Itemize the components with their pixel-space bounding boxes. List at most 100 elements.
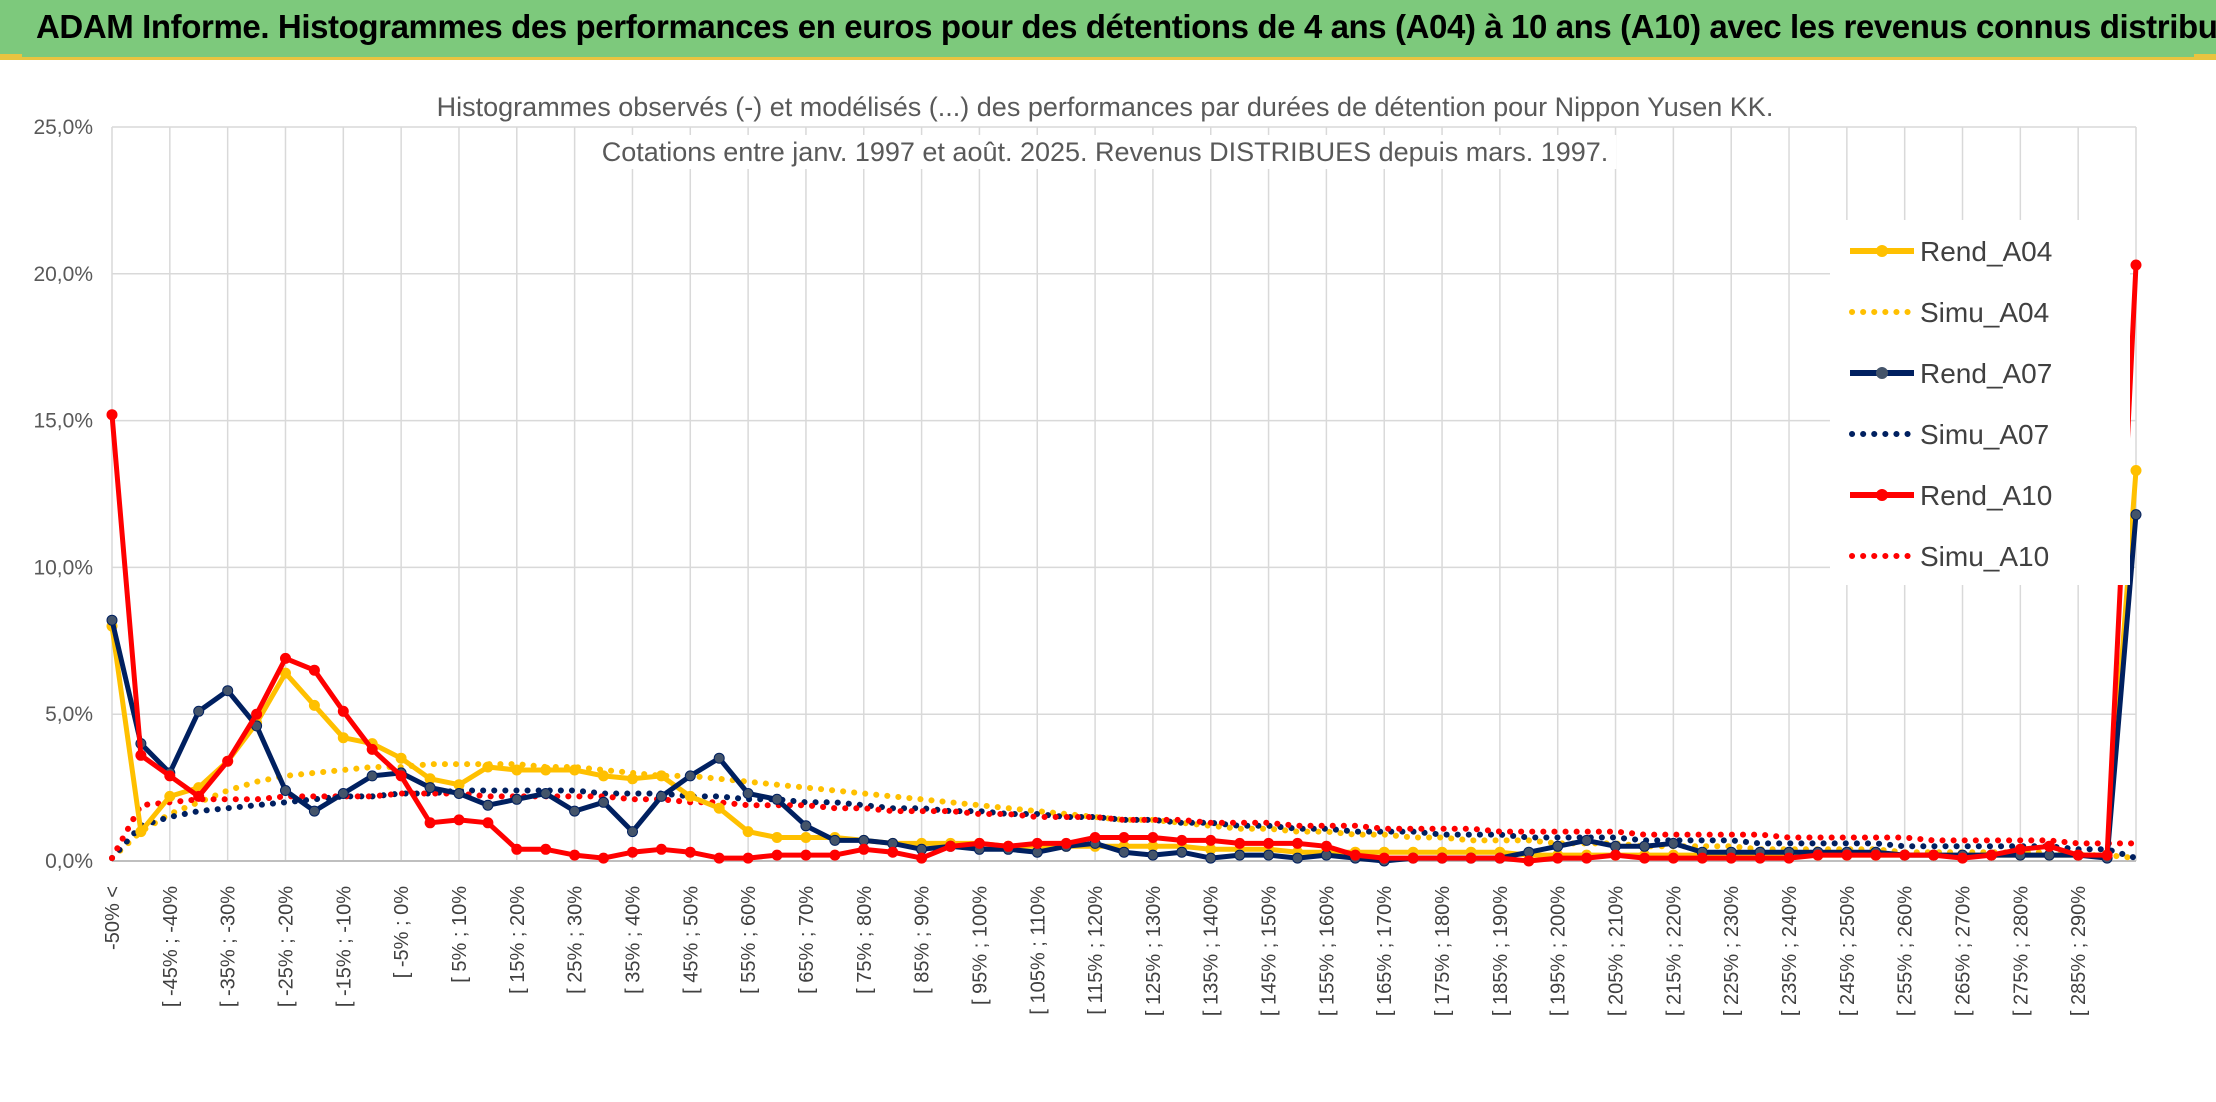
legend-marker	[1876, 245, 1888, 257]
data-point-rend-a10	[1118, 832, 1130, 843]
x-tick-label: [ 165% ; 170%	[1374, 886, 1396, 1016]
data-point-rend-a10	[106, 409, 118, 421]
x-tick-label: [ -35% ; -30%	[218, 886, 240, 1007]
data-point-rend-a10	[1985, 849, 1997, 861]
data-point-rend-a10	[1234, 837, 1246, 849]
legend-label: Rend_A04	[1920, 236, 2052, 267]
data-point-rend-a07	[1581, 834, 1593, 846]
data-point-rend-a04	[540, 764, 552, 776]
data-point-rend-a07	[280, 785, 291, 796]
corner-mark-left	[0, 54, 22, 60]
x-tick-label: [ 5% ; 10%	[449, 886, 471, 983]
corner-mark-right	[2194, 54, 2216, 60]
x-tick-label: [ 45% ; 50%	[680, 886, 702, 994]
data-point-rend-a07	[424, 782, 436, 794]
data-point-rend-a10	[1378, 852, 1390, 864]
data-point-rend-a07	[1292, 852, 1303, 864]
x-tick-label: [ 255% ; 260%	[1895, 886, 1917, 1016]
data-point-rend-a04	[164, 790, 176, 802]
x-tick-label: -50% <	[102, 886, 124, 950]
data-point-rend-a10	[1060, 837, 1072, 849]
x-tick-label: [ 145% ; 150%	[1259, 886, 1281, 1016]
data-point-rend-a10	[2072, 849, 2084, 861]
data-point-rend-a07	[193, 705, 205, 717]
data-point-rend-a10	[829, 849, 841, 861]
data-point-rend-a10	[569, 849, 581, 861]
x-tick-label: [ 205% ; 210%	[1606, 886, 1628, 1016]
x-tick-label: [ 275% ; 280%	[2010, 886, 2032, 1016]
data-point-rend-a10	[395, 770, 407, 782]
x-tick-label: [ 245% ; 250%	[1837, 886, 1859, 1016]
data-point-rend-a10	[366, 743, 378, 755]
data-point-rend-a07	[829, 834, 841, 846]
data-point-rend-a07	[655, 790, 667, 802]
x-tick-label: [ 75% ; 80%	[854, 886, 876, 994]
data-point-rend-a10	[2101, 849, 2113, 861]
data-point-rend-a10	[771, 849, 783, 861]
header-title: ADAM Informe. Histogrammes des performan…	[36, 8, 2216, 45]
data-point-rend-a04	[655, 770, 667, 782]
data-point-rend-a10	[916, 852, 928, 864]
x-tick-label: [ 185% ; 190%	[1490, 886, 1512, 1016]
legend-label: Rend_A10	[1920, 480, 2052, 511]
x-tick-label: [ 35% ; 40%	[622, 886, 644, 994]
y-axis: 0,0% 5,0% 10,0% 15,0% 20,0% 25,0%	[33, 116, 93, 873]
data-point-rend-a04	[684, 790, 696, 802]
x-tick-label: [ 125% ; 130%	[1143, 886, 1165, 1016]
header-banner: ADAM Informe. Histogrammes des performan…	[0, 0, 2216, 60]
data-point-rend-a04	[2130, 465, 2142, 476]
data-point-rend-a10	[627, 846, 638, 858]
x-tick-label: [ -5% ; 0%	[391, 886, 413, 978]
data-point-rend-a10	[135, 749, 147, 761]
x-tick-label: [ 215% ; 220%	[1663, 886, 1685, 1016]
data-point-rend-a07	[742, 788, 754, 799]
legend-marker	[1876, 489, 1888, 501]
legend-label: Rend_A07	[1920, 358, 2052, 389]
data-point-rend-a10	[713, 852, 725, 864]
grid	[111, 126, 2137, 862]
data-point-rend-a10	[1812, 849, 1824, 861]
x-tick-label: [ 15% ; 20%	[507, 886, 529, 994]
data-point-rend-a04	[511, 764, 523, 776]
data-point-rend-a10	[1639, 852, 1650, 864]
data-point-rend-a10	[1783, 852, 1795, 864]
data-point-rend-a10	[511, 843, 523, 855]
data-point-rend-a10	[1610, 849, 1621, 861]
data-point-rend-a10	[251, 708, 263, 720]
data-point-rend-a04	[598, 770, 609, 782]
data-point-rend-a10	[1667, 852, 1679, 864]
data-point-rend-a10	[1407, 852, 1419, 864]
data-point-rend-a07	[453, 788, 465, 799]
data-point-rend-a10	[1002, 840, 1014, 852]
data-point-rend-a10	[337, 705, 349, 717]
data-point-rend-a10	[1320, 840, 1332, 852]
data-point-rend-a10	[1205, 834, 1217, 846]
data-point-rend-a10	[1089, 832, 1101, 843]
data-point-rend-a07	[222, 685, 234, 697]
data-point-rend-a07	[1667, 837, 1679, 849]
data-point-rend-a04	[569, 764, 581, 776]
y-tick-label: 15,0%	[33, 410, 93, 433]
data-point-rend-a10	[1292, 837, 1303, 849]
data-point-rend-a10	[1031, 837, 1043, 849]
data-point-rend-a10	[1696, 852, 1708, 864]
data-point-rend-a10	[2014, 843, 2026, 855]
data-point-rend-a10	[1899, 849, 1911, 861]
data-point-rend-a07	[1552, 840, 1564, 852]
data-point-rend-a10	[1928, 849, 1940, 861]
data-point-rend-a07	[106, 614, 118, 626]
data-point-rend-a07	[1205, 852, 1217, 864]
y-tick-label: 20,0%	[33, 263, 93, 286]
legend-item-rend-a10: Rend_A10	[1850, 480, 2052, 511]
legend-label: Simu_A07	[1920, 419, 2049, 450]
data-point-rend-a07	[627, 826, 638, 838]
data-point-rend-a10	[598, 852, 609, 864]
x-tick-label: [ 95% ; 100%	[969, 886, 991, 1005]
title-backing	[428, 90, 1782, 124]
x-tick-label: [ 65% ; 70%	[796, 886, 818, 994]
data-point-rend-a10	[308, 664, 320, 676]
y-tick-label: 25,0%	[33, 116, 93, 139]
data-point-rend-a04	[337, 732, 349, 744]
x-tick-label: [ 265% ; 270%	[1953, 886, 1975, 1016]
